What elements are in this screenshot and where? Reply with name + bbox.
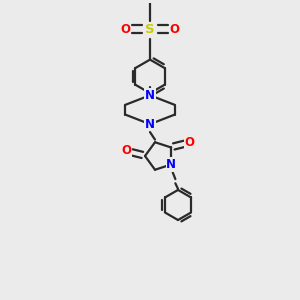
Text: O: O: [120, 22, 130, 36]
Text: O: O: [184, 136, 195, 149]
Text: S: S: [145, 22, 155, 36]
Text: N: N: [145, 89, 155, 102]
Text: N: N: [145, 118, 155, 131]
Text: O: O: [122, 144, 132, 157]
Text: N: N: [166, 158, 176, 171]
Text: O: O: [169, 22, 180, 36]
